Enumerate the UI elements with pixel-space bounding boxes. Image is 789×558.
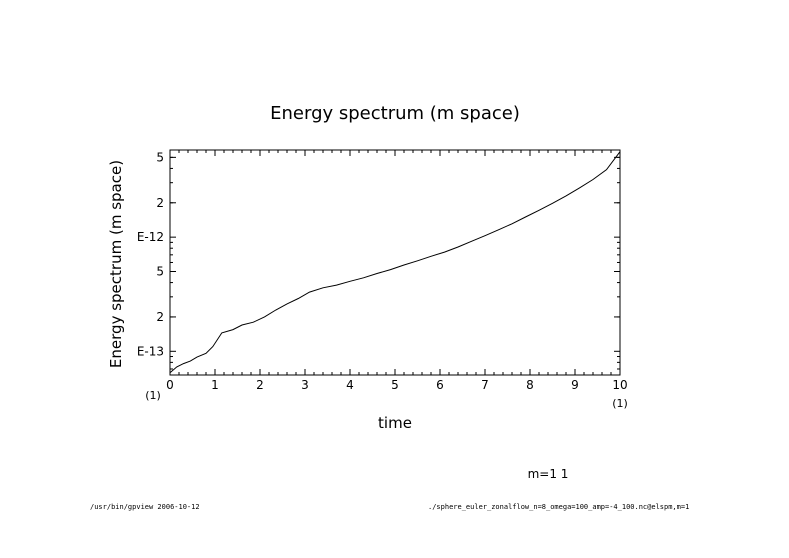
x-tick-label: 3 [301,378,309,392]
chart-title: Energy spectrum (m space) [270,103,520,124]
series-line-m1 [169,151,621,374]
x-axis-label: time [378,414,412,432]
footer-left: /usr/bin/gpview 2006-10-12 [90,503,200,511]
x-tick-label: 8 [526,378,534,392]
x-tick-label: 1 [211,378,219,392]
x-tick-label: 9 [571,378,579,392]
x-scale-note-right: (1) [612,397,628,410]
legend-label: m=1 1 [528,467,569,481]
y-tick-label: E-12 [137,230,164,244]
x-tick-label: 2 [256,378,264,392]
y-tick-label: 2 [156,310,164,324]
y-tick-label: 5 [156,150,164,164]
x-tick-label: 0 [166,378,174,392]
x-tick-label: 7 [481,378,489,392]
plot-frame [169,149,621,376]
x-axis-ticks: 0 1 2 3 4 5 6 7 8 9 10 [166,150,628,392]
y-tick-label: 5 [156,265,164,279]
x-tick-label: 6 [436,378,444,392]
y-axis-label: Energy spectrum (m space) [107,160,125,368]
x-tick-label: 5 [391,378,399,392]
footer-right: ./sphere_euler_zonalflow_n=8_omega=100_a… [428,503,690,511]
x-tick-label: 10 [612,378,627,392]
y-tick-label: E-13 [137,344,164,358]
x-tick-label: 4 [346,378,354,392]
x-scale-note-left: (1) [145,389,161,402]
y-tick-label: 2 [156,196,164,210]
y-axis-ticks: 5 2 E-12 5 2 E-13 [137,150,620,370]
